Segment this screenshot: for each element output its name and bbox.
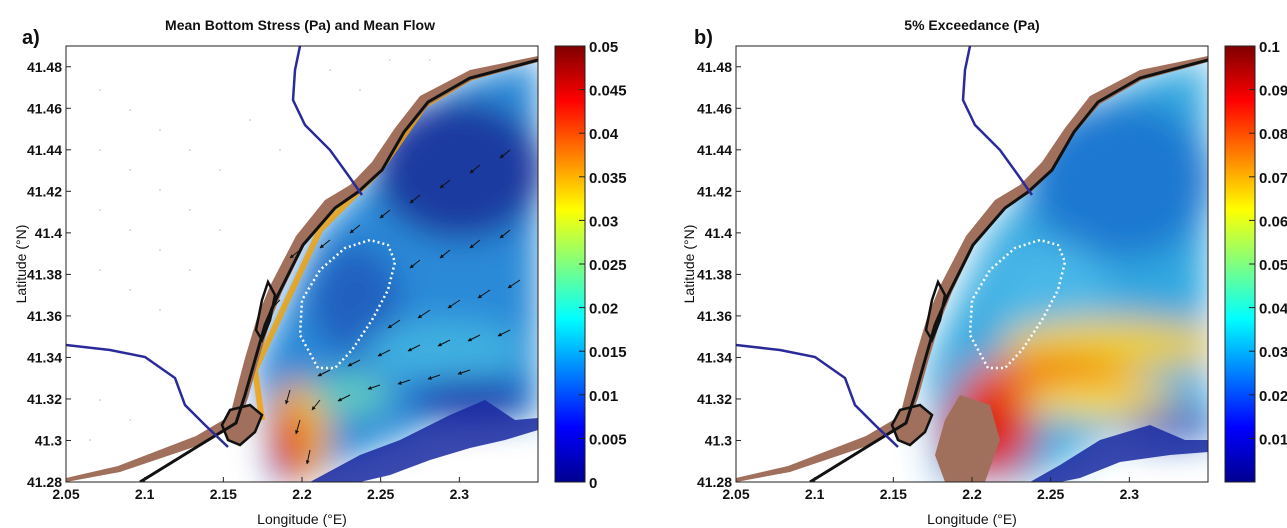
colorbar-tick-label: 0.04: [589, 126, 619, 143]
panel-b-x-axis: 2.05 2.1 2.15 2.2 2.25 2.3: [722, 477, 1139, 502]
y-tick-label: 41.44: [27, 142, 62, 158]
y-tick-label: 41.36: [697, 308, 732, 324]
y-tick-label: 41.36: [27, 308, 62, 324]
panel-a-ylabel: Latitude (°N): [13, 225, 29, 304]
colorbar-tick-label: 0.035: [589, 170, 627, 187]
panel-a-y-axis: 41.28 41.3 41.32 41.34 41.36 41.38 41.4 41.42 41…: [27, 59, 71, 490]
y-tick-label: 41.48: [697, 59, 732, 75]
y-tick-label: 41.4: [35, 225, 62, 241]
y-tick-label: 41.28: [697, 474, 732, 490]
y-tick-label: 41.46: [27, 100, 62, 116]
y-tick-label: 41.32: [697, 391, 732, 407]
x-tick-label: 2.15: [210, 486, 237, 502]
colorbar-tick-label: 0.06: [1259, 213, 1287, 230]
colorbar-tick-label: 0.07: [1259, 170, 1287, 187]
colorbar-tick-label: 0.09: [1259, 83, 1287, 100]
colorbar-tick-label: 0.01: [589, 388, 618, 405]
colorbar-tick-label: 0.03: [1259, 344, 1287, 361]
colorbar-tick-label: 0.05: [589, 39, 618, 56]
panel-a-letter: a): [22, 27, 40, 49]
x-tick-label: 2.1: [805, 486, 825, 502]
colorbar-tick-label: 0.015: [589, 344, 627, 361]
y-tick-label: 41.3: [705, 432, 732, 448]
x-tick-label: 2.3: [450, 486, 470, 502]
y-tick-label: 41.38: [697, 266, 732, 282]
colorbar-tick-label: 0.01: [1259, 431, 1287, 448]
colorbar-tick-label: 0.05: [1259, 257, 1287, 274]
x-tick-label: 2.2: [962, 486, 982, 502]
y-tick-label: 41.38: [27, 266, 62, 282]
x-tick-label: 2.15: [880, 486, 907, 502]
panel-a-xlabel: Longitude (°E): [257, 511, 347, 527]
colorbar-tick-label: 0.04: [1259, 301, 1287, 318]
x-tick-label: 2.3: [1120, 486, 1140, 502]
colorbar-tick-label: 0.045: [589, 83, 627, 100]
panel-a-stress-field: [255, 58, 538, 482]
y-tick-label: 41.42: [27, 183, 62, 199]
panel-a: a) Mean Bottom Stress (Pa) and Mean Flow: [13, 17, 627, 527]
colorbar-tick-label: 0.02: [1259, 388, 1287, 405]
x-tick-label: 2.25: [1037, 486, 1064, 502]
panel-b: b) 5% Exceedance (Pa): [681, 17, 1287, 527]
panel-b-xlabel: Longitude (°E): [927, 511, 1017, 527]
colorbar-tick-label: 0.08: [1259, 126, 1287, 143]
y-tick-label: 41.34: [697, 349, 732, 365]
colorbar-tick-label: 0: [589, 475, 597, 492]
y-tick-label: 41.28: [27, 474, 62, 490]
y-tick-label: 41.44: [697, 142, 732, 158]
colorbar-tick-label: 0.1: [1259, 39, 1280, 56]
panel-b-ylabel: Latitude (°N): [681, 225, 697, 304]
panel-b-title: 5% Exceedance (Pa): [904, 17, 1039, 33]
y-tick-label: 41.4: [705, 225, 732, 241]
panel-a-colorbar: 0 0.005 0.01 0.015 0.02 0.025 0.03 0.035 0.04 0.0…: [554, 39, 627, 492]
panel-a-map: [66, 46, 538, 482]
y-tick-label: 41.3: [35, 432, 62, 448]
colorbar-tick-label: 0.025: [589, 257, 627, 274]
panel-b-letter: b): [694, 27, 713, 49]
x-tick-label: 2.1: [135, 486, 155, 502]
x-tick-label: 2.25: [367, 486, 394, 502]
colorbar-tick-label: 0.02: [589, 301, 618, 318]
panel-b-exceedance-field: [925, 58, 1208, 482]
colorbar-tick-label: 0.005: [589, 431, 627, 448]
panel-a-colorbar-ticks: 0 0.005 0.01 0.015 0.02 0.025 0.03 0.035 0.04 0.0…: [579, 39, 627, 492]
panel-a-title: Mean Bottom Stress (Pa) and Mean Flow: [165, 17, 435, 33]
y-tick-label: 41.34: [27, 349, 62, 365]
y-tick-label: 41.42: [697, 183, 732, 199]
panel-a-flow-vectors: [269, 149, 521, 465]
y-tick-label: 41.46: [697, 100, 732, 116]
panel-a-x-axis: 2.05 2.1 2.15 2.2 2.25 2.3: [52, 477, 469, 502]
panel-b-y-axis: 41.28 41.3 41.32 41.34 41.36 41.38 41.4 41.42 41…: [697, 59, 741, 490]
x-tick-label: 2.2: [292, 486, 312, 502]
x-tick-label: 2.05: [722, 486, 749, 502]
y-tick-label: 41.32: [27, 391, 62, 407]
y-tick-label: 41.48: [27, 59, 62, 75]
colorbar-tick-label: 0.03: [589, 213, 618, 230]
panel-b-map: [736, 46, 1208, 482]
x-tick-label: 2.05: [52, 486, 79, 502]
panel-b-colorbar-ticks: 0.01 0.02 0.03 0.04 0.05 0.06 0.07 0.08 0.09 0.1: [1249, 39, 1287, 448]
panel-b-colorbar: 0.01 0.02 0.03 0.04 0.05 0.06 0.07 0.08 0.09 0.1: [1224, 39, 1287, 483]
